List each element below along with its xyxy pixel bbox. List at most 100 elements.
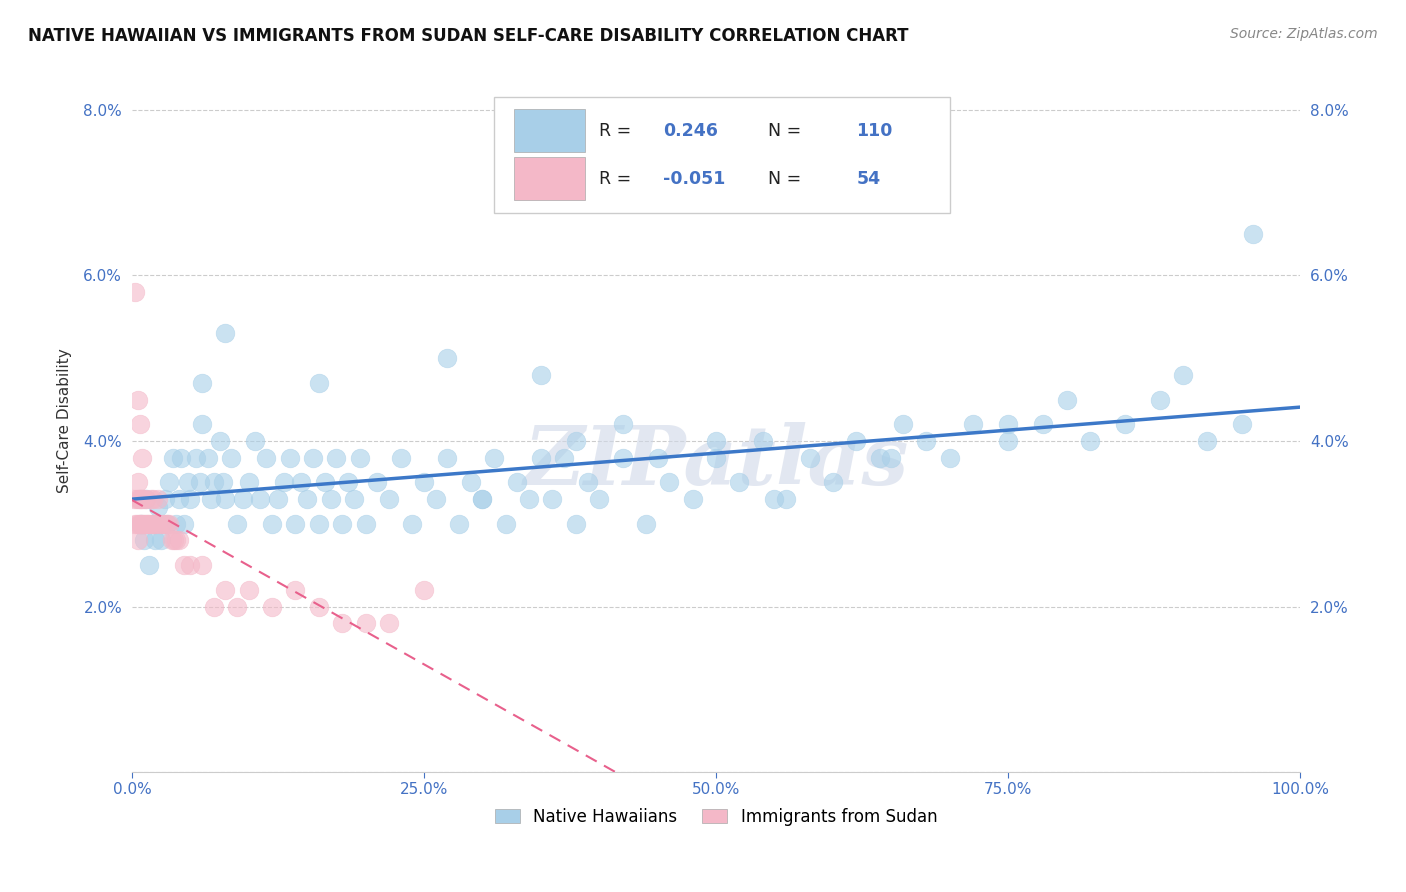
Point (127, 475, 149, 490)
Point (212, 475, 235, 490)
Point (728, 475, 751, 490)
Point (471, 491, 494, 506)
Point (214, 491, 236, 506)
Point (314, 475, 336, 490)
Point (127, 392, 149, 407)
Point (132, 533, 155, 548)
Point (447, 516, 470, 531)
Point (129, 491, 152, 506)
Point (267, 491, 290, 506)
Point (177, 475, 200, 490)
Point (273, 475, 295, 490)
Point (191, 376, 214, 390)
Point (647, 450, 669, 465)
Point (262, 599, 284, 614)
Point (891, 417, 914, 432)
Point (122, 491, 145, 506)
Point (156, 516, 179, 531)
Text: 110: 110 (856, 121, 893, 140)
Point (173, 516, 195, 531)
FancyBboxPatch shape (515, 109, 585, 153)
Point (938, 450, 960, 465)
Point (156, 516, 179, 531)
Point (962, 417, 984, 432)
Point (262, 516, 284, 531)
Point (143, 533, 166, 548)
Point (214, 582, 236, 597)
Point (167, 533, 190, 548)
Point (146, 500, 169, 515)
Point (349, 450, 371, 465)
Point (238, 582, 260, 597)
Point (682, 491, 704, 506)
Point (142, 516, 165, 531)
Point (413, 582, 436, 597)
Y-axis label: Self-Care Disability: Self-Care Disability (58, 348, 72, 492)
Point (763, 491, 786, 506)
Point (200, 491, 222, 506)
Point (153, 491, 176, 506)
Point (471, 491, 494, 506)
Point (143, 516, 166, 531)
Point (799, 450, 821, 465)
Point (129, 516, 152, 531)
Point (202, 475, 225, 490)
Point (138, 516, 160, 531)
Point (162, 450, 184, 465)
Point (378, 491, 401, 506)
Point (143, 516, 166, 531)
Point (186, 450, 208, 465)
Point (343, 491, 366, 506)
Point (413, 475, 436, 490)
Point (226, 516, 249, 531)
Point (915, 434, 938, 448)
Point (1056, 392, 1078, 407)
Point (495, 516, 517, 531)
Point (160, 533, 183, 548)
Point (821, 475, 844, 490)
Point (880, 450, 903, 465)
Point (243, 434, 266, 448)
Point (202, 599, 225, 614)
Point (188, 475, 211, 490)
Point (704, 434, 727, 448)
Point (124, 285, 146, 299)
Point (319, 491, 342, 506)
Point (134, 516, 156, 531)
Point (226, 599, 249, 614)
Point (401, 516, 423, 531)
Point (136, 516, 159, 531)
Point (284, 582, 307, 597)
Point (191, 417, 214, 432)
Point (436, 351, 458, 366)
Point (150, 533, 173, 548)
Point (704, 450, 727, 465)
Point (129, 491, 152, 506)
Point (1078, 434, 1101, 448)
Point (142, 491, 165, 506)
Point (179, 491, 201, 506)
Point (612, 450, 634, 465)
Point (219, 450, 242, 465)
Point (135, 491, 157, 506)
Point (167, 491, 190, 506)
Point (997, 434, 1019, 448)
Point (308, 599, 330, 614)
Point (173, 558, 195, 573)
Point (553, 450, 575, 465)
Legend: Native Hawaiians, Immigrants from Sudan: Native Hawaiians, Immigrants from Sudan (486, 799, 946, 834)
Point (163, 533, 186, 548)
Point (1195, 434, 1218, 448)
Point (232, 491, 254, 506)
Point (517, 491, 540, 506)
Point (129, 417, 152, 432)
Point (325, 450, 347, 465)
Point (752, 434, 775, 448)
Text: 0.246: 0.246 (664, 121, 718, 140)
Point (1173, 368, 1195, 382)
Point (354, 516, 377, 531)
Text: 54: 54 (856, 169, 880, 187)
Point (138, 558, 160, 573)
Point (131, 491, 153, 506)
Point (191, 558, 214, 573)
